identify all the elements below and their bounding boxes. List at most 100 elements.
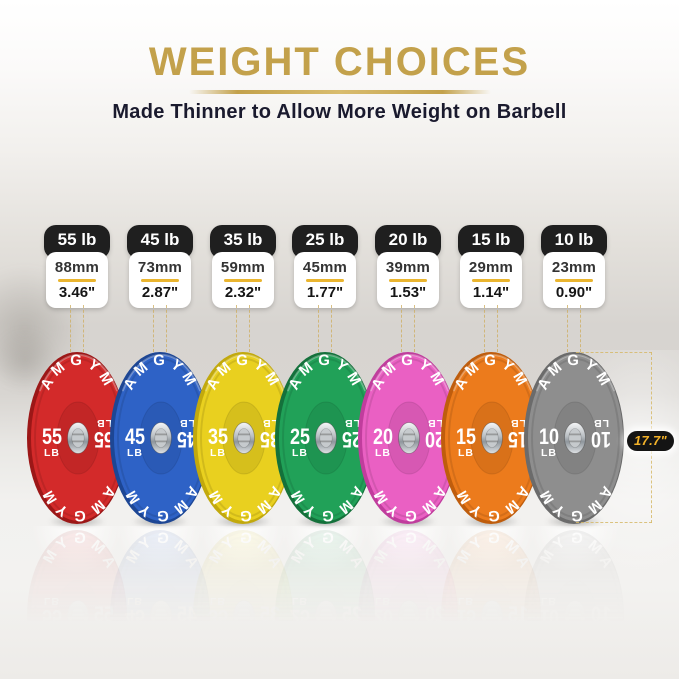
weight-card: 25 lb 45mm 1.77": [292, 225, 358, 308]
thickness-dash-guide: [70, 305, 71, 352]
svg-text:LB: LB: [210, 447, 226, 459]
weight-label: 45 lb: [140, 230, 180, 249]
weight-card-body: 88mm 3.46": [46, 252, 108, 308]
gold-divider: [555, 279, 593, 282]
thickness-dash-guide: [580, 305, 581, 352]
svg-text:LB: LB: [292, 447, 308, 459]
svg-text:LB: LB: [262, 625, 278, 637]
svg-text:LB: LB: [262, 417, 278, 429]
svg-text:20: 20: [373, 605, 393, 630]
thickness-dash-guide: [401, 305, 402, 352]
page-subtitle: Made Thinner to Allow More Weight on Bar…: [112, 101, 567, 123]
dimension-dash-bottom: [576, 522, 652, 523]
weight-label: 20 lb: [388, 230, 428, 249]
svg-text:LB: LB: [510, 417, 526, 429]
weight-label: 10 lb: [554, 230, 594, 249]
thickness-dash-guide: [153, 305, 154, 352]
weight-card: 15 lb 29mm 1.14": [458, 225, 524, 308]
svg-text:45: 45: [177, 427, 197, 452]
svg-text:LB: LB: [427, 625, 443, 637]
svg-text:35: 35: [208, 424, 228, 449]
svg-text:15: 15: [456, 424, 476, 449]
svg-text:10: 10: [539, 424, 559, 449]
svg-text:LB: LB: [210, 595, 226, 607]
svg-text:25: 25: [342, 427, 362, 452]
svg-text:LB: LB: [179, 417, 195, 429]
weight-card: 20 lb 39mm 1.53": [375, 225, 441, 308]
thickness-inches: 1.77": [306, 284, 344, 301]
svg-text:LB: LB: [541, 447, 557, 459]
svg-text:15: 15: [508, 427, 528, 452]
gold-divider: [306, 279, 344, 282]
thickness-mm: 39mm: [385, 259, 431, 276]
svg-text:LB: LB: [458, 447, 474, 459]
weight-card-body: 73mm 2.87": [129, 252, 191, 308]
gold-divider: [58, 279, 96, 282]
diameter-label: 17.7": [627, 431, 674, 451]
svg-text:LB: LB: [44, 595, 60, 607]
svg-text:35: 35: [208, 605, 228, 630]
weight-label: 15 lb: [471, 230, 511, 249]
svg-text:LB: LB: [96, 625, 112, 637]
thickness-inches: 3.46": [58, 284, 96, 301]
thickness-inches: 2.87": [141, 284, 179, 301]
thickness-dash-guide: [318, 305, 319, 352]
svg-text:LB: LB: [44, 447, 60, 459]
thickness-dash-guide: [497, 305, 498, 352]
thickness-mm: 73mm: [137, 259, 183, 276]
thickness-mm: 88mm: [54, 259, 100, 276]
thickness-inches: 2.32": [224, 284, 262, 301]
svg-text:55: 55: [42, 605, 62, 630]
svg-text:LB: LB: [427, 417, 443, 429]
thickness-dash-guide: [166, 305, 167, 352]
svg-text:LB: LB: [179, 625, 195, 637]
svg-text:LB: LB: [541, 595, 557, 607]
page-title: WEIGHT CHOICES: [148, 40, 531, 84]
thickness-dash-guide: [249, 305, 250, 352]
svg-text:LB: LB: [127, 595, 143, 607]
svg-text:35: 35: [260, 427, 280, 452]
svg-text:LB: LB: [96, 417, 112, 429]
weight-card: 55 lb 88mm 3.46": [44, 225, 110, 308]
thickness-mm: 45mm: [302, 259, 348, 276]
weight-card: 35 lb 59mm 2.32": [210, 225, 276, 308]
weight-card-body: 59mm 2.32": [212, 252, 274, 308]
svg-text:LB: LB: [375, 595, 391, 607]
weight-card-body: 39mm 1.53": [377, 252, 439, 308]
weight-card: 45 lb 73mm 2.87": [127, 225, 193, 308]
svg-text:LB: LB: [593, 625, 609, 637]
thickness-mm: 59mm: [220, 259, 266, 276]
svg-text:LB: LB: [458, 595, 474, 607]
svg-text:LB: LB: [127, 447, 143, 459]
thickness-inches: 1.53": [389, 284, 427, 301]
svg-text:45: 45: [125, 605, 145, 630]
thickness-mm: 29mm: [468, 259, 514, 276]
svg-text:15: 15: [456, 605, 476, 630]
gold-divider: [389, 279, 427, 282]
gold-divider: [472, 279, 510, 282]
svg-text:20: 20: [425, 427, 445, 452]
svg-text:25: 25: [290, 424, 310, 449]
weight-card-body: 45mm 1.77": [294, 252, 356, 308]
svg-text:55: 55: [94, 427, 114, 452]
svg-text:10: 10: [591, 602, 611, 627]
thickness-dash-guide: [236, 305, 237, 352]
svg-text:LB: LB: [593, 417, 609, 429]
svg-text:LB: LB: [344, 625, 360, 637]
title-underline: [188, 90, 491, 94]
thickness-dash-guide: [83, 305, 84, 352]
thickness-dash-guide: [484, 305, 485, 352]
weight-card-body: 29mm 1.14": [460, 252, 522, 308]
dimension-dash-top: [576, 352, 652, 353]
thickness-dash-guide: [414, 305, 415, 352]
weight-label: 25 lb: [305, 230, 345, 249]
thickness-dash-guide: [331, 305, 332, 352]
svg-text:25: 25: [290, 605, 310, 630]
svg-text:10: 10: [539, 605, 559, 630]
